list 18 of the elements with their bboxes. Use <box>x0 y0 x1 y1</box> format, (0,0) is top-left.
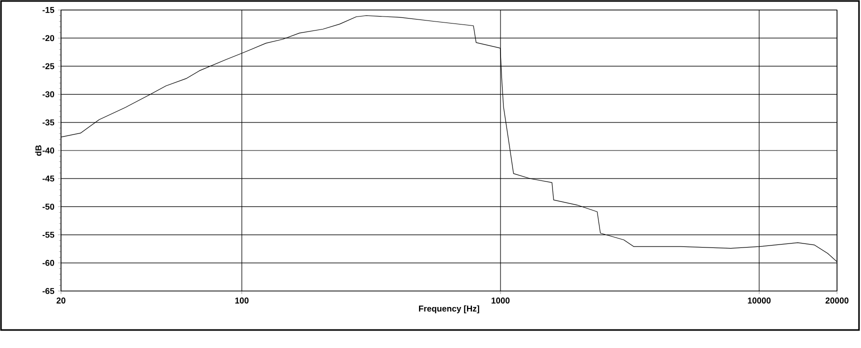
x-tick-label: 10000 <box>748 298 771 304</box>
y-tick-label: -50 <box>42 204 54 210</box>
y-tick-label: -45 <box>42 176 54 182</box>
y-tick-label: -15 <box>42 7 54 13</box>
x-tick-label: 20 <box>56 298 66 304</box>
y-tick-label: -30 <box>42 91 54 98</box>
x-tick-label: 1000 <box>492 298 510 304</box>
x-tick-label: 20000 <box>826 298 848 304</box>
y-tick-label: -40 <box>42 148 54 154</box>
x-axis-title: Frequency [Hz] <box>418 305 480 314</box>
x-tick-label: 100 <box>235 298 249 304</box>
y-tick-label: -25 <box>42 63 54 70</box>
y-tick-label: -20 <box>42 35 54 42</box>
y-tick-label: -55 <box>42 232 54 238</box>
y-axis-title: dB <box>35 145 42 156</box>
y-tick-label: -35 <box>42 119 54 126</box>
y-tick-label: -60 <box>42 260 54 266</box>
y-tick-label: -65 <box>42 288 54 294</box>
